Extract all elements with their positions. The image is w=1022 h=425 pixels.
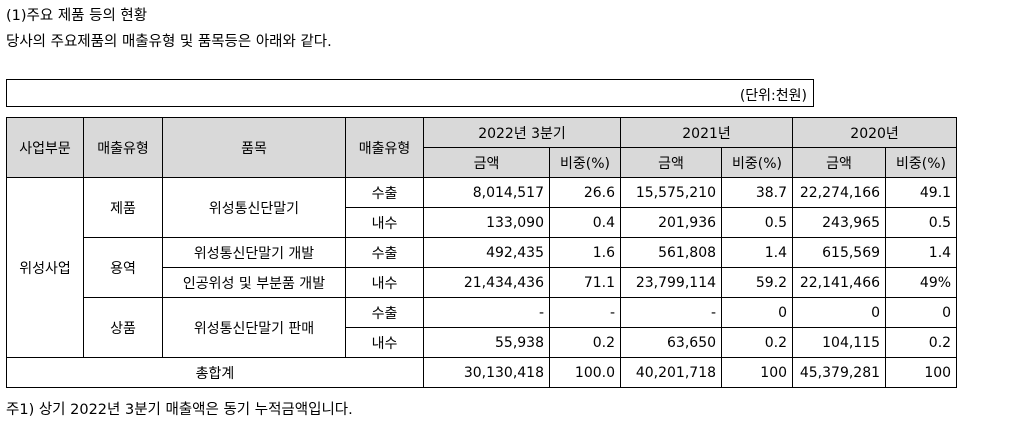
item-cell: 인공위성 및 부분품 개발 (162, 267, 346, 298)
total-value: 100.0 (548, 357, 622, 388)
section-title: (1)주요 제품 등의 현황 (6, 8, 148, 24)
header-item: 품목 (162, 117, 346, 178)
value-cell: - (548, 297, 622, 328)
total-label: 총합계 (6, 357, 424, 388)
kind-cell: 내수 (345, 267, 424, 298)
header-ratio: 비중(%) (548, 147, 622, 178)
total-value: 100 (721, 357, 794, 388)
table-row: 인공위성 및 부분품 개발 내수 21,434,436 71.1 23,799,… (7, 267, 958, 298)
value-cell: 201,936 (620, 207, 723, 238)
value-cell: 38.7 (721, 177, 794, 208)
value-cell: 49% (885, 267, 958, 298)
value-cell: 59.2 (721, 267, 794, 298)
kind-cell: 내수 (345, 327, 424, 358)
total-row: 총합계 30,130,418 100.0 40,201,718 100 45,3… (6, 357, 958, 388)
header-sales-type-2: 매출유형 (345, 117, 424, 178)
table-row: 내수 133,090 0.4 201,936 0.5 243,965 0.5 (7, 207, 958, 238)
value-cell: 133,090 (423, 207, 550, 238)
total-value: 100 (885, 357, 958, 388)
sales-type-cell: 제품 (83, 177, 163, 238)
value-cell: 63,650 (620, 327, 723, 358)
header-period-2020: 2020년 (792, 117, 958, 148)
value-cell: 0.4 (548, 207, 622, 238)
table-row: 위성사업 제품 위성통신단말기 수출 8,014,517 26.6 15,575… (6, 177, 958, 358)
header-division: 사업부문 (6, 117, 84, 178)
value-cell: 21,434,436 (423, 267, 550, 298)
value-cell: 15,575,210 (620, 177, 723, 208)
kind-cell: 내수 (345, 207, 424, 238)
kind-cell: 수출 (345, 237, 424, 268)
division-cell: 위성사업 (6, 177, 84, 358)
value-cell: 0 (721, 297, 794, 328)
value-cell: 49.1 (885, 177, 958, 208)
value-cell: 243,965 (792, 207, 887, 238)
value-cell: 22,141,466 (792, 267, 887, 298)
value-cell: 561,808 (620, 237, 723, 268)
product-table: 사업부문 매출유형 품목 매출유형 2022년 3분기 2021년 2020년 … (6, 117, 958, 388)
value-cell: 0.2 (548, 327, 622, 358)
value-cell: 8,014,517 (423, 177, 550, 208)
header-row-1: 사업부문 매출유형 품목 매출유형 2022년 3분기 2021년 2020년 (6, 117, 958, 178)
value-cell: 615,569 (792, 237, 887, 268)
value-cell: 1.6 (548, 237, 622, 268)
value-cell: 1.4 (721, 237, 794, 268)
header-period-2021: 2021년 (620, 117, 794, 148)
sales-type-cell: 상품 (83, 297, 163, 358)
value-cell: 1.4 (885, 237, 958, 268)
value-cell: 0 (885, 297, 958, 328)
unit-label: (단위:천원) (739, 88, 807, 104)
header-amount: 금액 (792, 147, 887, 178)
unit-box: (단위:천원) (6, 79, 814, 107)
kind-cell: 수출 (345, 297, 424, 328)
total-value: 30,130,418 (423, 357, 550, 388)
sales-type-cell: 용역 (83, 237, 163, 298)
header-row-2: 금액 비중(%) 금액 비중(%) 금액 비중(%) (7, 147, 958, 178)
value-cell: 23,799,114 (620, 267, 723, 298)
item-cell: 위성통신단말기 (162, 177, 346, 238)
value-cell: 0.5 (885, 207, 958, 238)
value-cell: 492,435 (423, 237, 550, 268)
header-sales-type: 매출유형 (83, 117, 163, 178)
table-row: 용역 위성통신단말기 개발 수출 492,435 1.6 561,808 1.4… (7, 237, 958, 298)
intro-text: 당사의 주요제품의 매출유형 및 품목등은 아래와 같다. (6, 34, 332, 50)
header-amount: 금액 (423, 147, 550, 178)
header-period-2022q3: 2022년 3분기 (422, 117, 622, 148)
value-cell: 22,274,166 (792, 177, 887, 208)
header-amount: 금액 (620, 147, 723, 178)
value-cell: 26.6 (548, 177, 622, 208)
value-cell: 0 (792, 297, 887, 328)
table-row: 내수 55,938 0.2 63,650 0.2 104,115 0.2 (7, 327, 958, 358)
item-cell: 위성통신단말기 개발 (162, 237, 346, 268)
item-cell: 위성통신단말기 판매 (162, 297, 346, 358)
value-cell: - (620, 297, 723, 328)
value-cell: 0.5 (721, 207, 794, 238)
value-cell: 71.1 (548, 267, 622, 298)
header-ratio: 비중(%) (721, 147, 794, 178)
total-value: 45,379,281 (792, 357, 887, 388)
value-cell: 0.2 (721, 327, 794, 358)
value-cell: 0.2 (885, 327, 958, 358)
total-value: 40,201,718 (620, 357, 723, 388)
header-ratio: 비중(%) (885, 147, 958, 178)
value-cell: 55,938 (423, 327, 550, 358)
value-cell: - (423, 297, 550, 328)
kind-cell: 수출 (345, 177, 424, 208)
value-cell: 104,115 (792, 327, 887, 358)
table-row: 상품 위성통신단말기 판매 수출 - - - 0 0 0 (7, 297, 958, 358)
footnote: 주1) 상기 2022년 3분기 매출액은 동기 누적금액입니다. (6, 402, 353, 418)
